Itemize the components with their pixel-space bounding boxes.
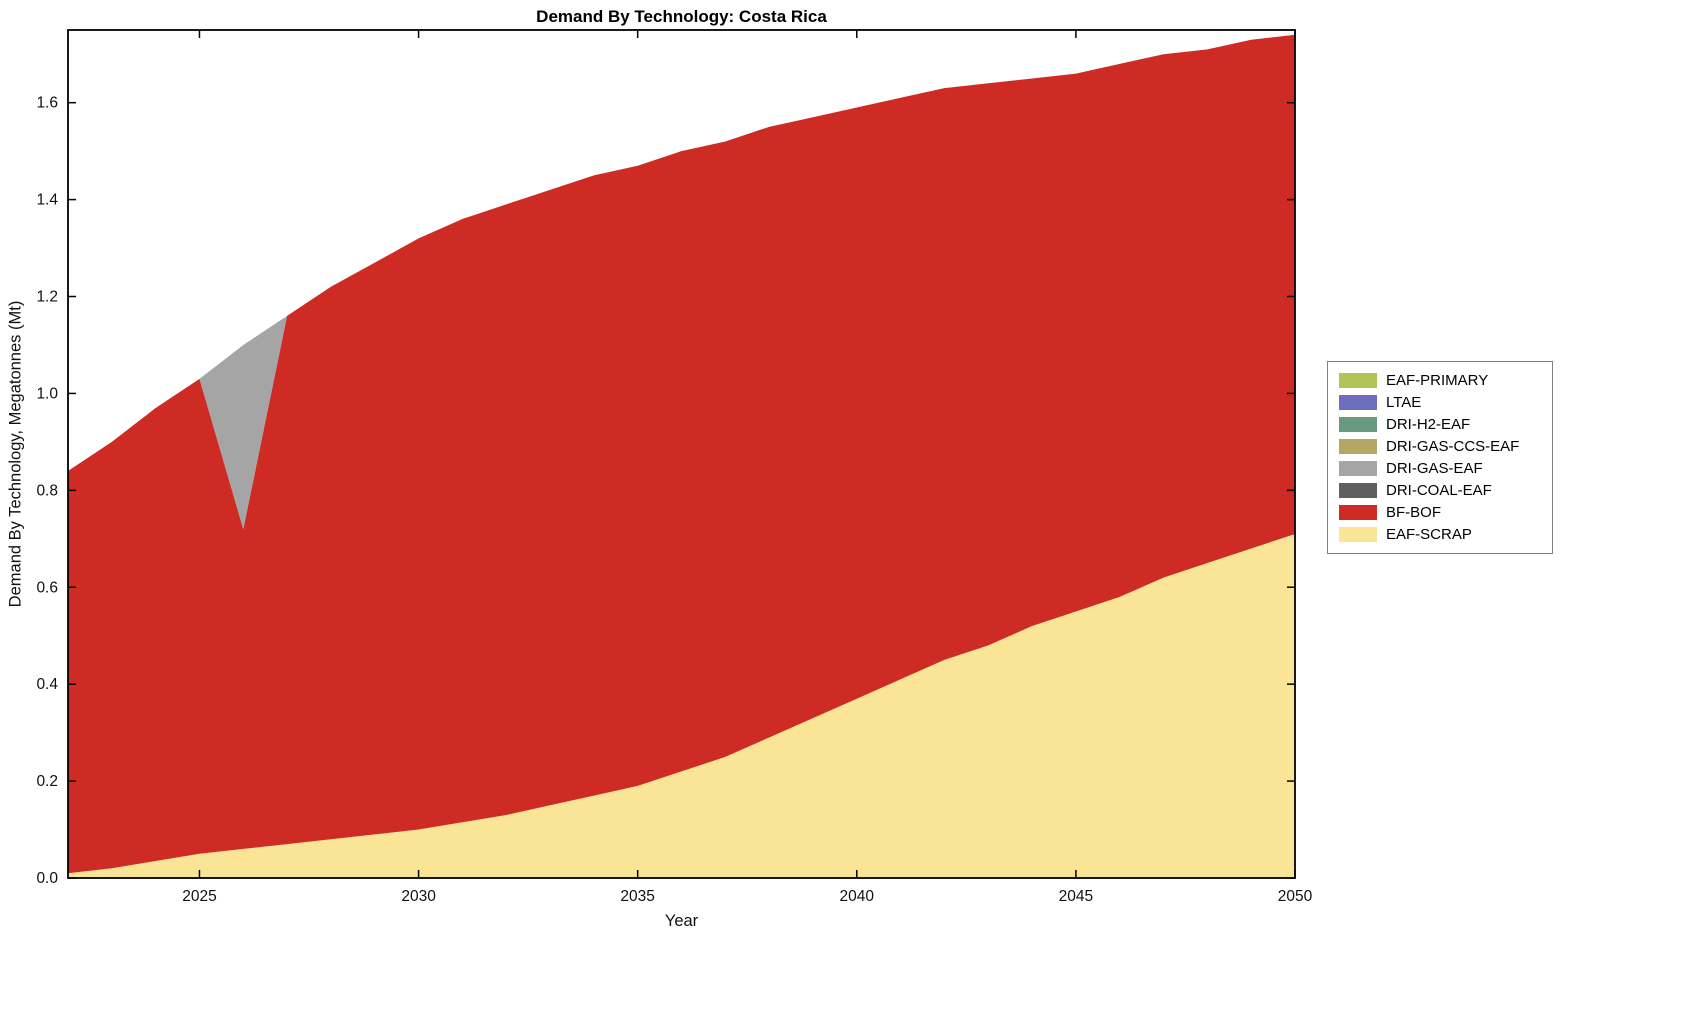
y-tick-label: 0.6 — [36, 579, 58, 596]
legend-swatch-LTAE — [1339, 395, 1377, 410]
legend-swatch-DRI-GAS-CCS-EAF — [1339, 439, 1377, 454]
legend-item-BF-BOF: BF-BOF — [1339, 504, 1541, 521]
legend-label: DRI-COAL-EAF — [1386, 482, 1492, 499]
legend-item-DRI-COAL-EAF: DRI-COAL-EAF — [1339, 482, 1541, 499]
x-tick-label: 2025 — [182, 888, 216, 905]
legend-item-EAF-SCRAP: EAF-SCRAP — [1339, 526, 1541, 543]
y-tick-label: 1.6 — [36, 95, 58, 112]
legend-item-EAF-PRIMARY: EAF-PRIMARY — [1339, 372, 1541, 389]
legend-label: DRI-H2-EAF — [1386, 416, 1471, 433]
y-tick-label: 0.2 — [36, 773, 58, 790]
legend-swatch-EAF-SCRAP — [1339, 527, 1377, 542]
legend: EAF-PRIMARY LTAE DRI-H2-EAF DRI-GAS-CCS-EAF… — [1327, 361, 1553, 554]
x-tick-label: 2045 — [1059, 888, 1093, 905]
y-tick-label: 0.4 — [36, 676, 58, 693]
area-series-EAF-SCRAP — [68, 534, 1295, 878]
legend-label: DRI-GAS-CCS-EAF — [1386, 438, 1520, 455]
legend-label: EAF-SCRAP — [1386, 526, 1472, 543]
legend-item-DRI-GAS-EAF: DRI-GAS-EAF — [1339, 460, 1541, 477]
chart-title: Demand By Technology: Costa Rica — [536, 7, 827, 26]
legend-swatch-BF-BOF — [1339, 505, 1377, 520]
y-tick-label: 0.8 — [36, 482, 58, 499]
legend-label: DRI-GAS-EAF — [1386, 460, 1483, 477]
legend-item-DRI-GAS-CCS-EAF: DRI-GAS-CCS-EAF — [1339, 438, 1541, 455]
legend-swatch-EAF-PRIMARY — [1339, 373, 1377, 388]
x-tick-label: 2030 — [401, 888, 436, 905]
x-tick-label: 2050 — [1278, 888, 1313, 905]
y-tick-label: 1.0 — [36, 385, 58, 402]
legend-item-LTAE: LTAE — [1339, 394, 1541, 411]
y-tick-label: 1.4 — [36, 192, 58, 209]
x-tick-label: 2035 — [620, 888, 654, 905]
y-tick-label: 0.0 — [36, 870, 58, 887]
legend-swatch-DRI-H2-EAF — [1339, 417, 1377, 432]
area-series-BF-BOF — [68, 34, 1295, 874]
axes-box — [67, 29, 1296, 879]
legend-item-DRI-H2-EAF: DRI-H2-EAF — [1339, 416, 1541, 433]
legend-swatch-DRI-GAS-EAF — [1339, 461, 1377, 476]
legend-swatch-DRI-COAL-EAF — [1339, 483, 1377, 498]
y-tick-label: 1.2 — [36, 289, 58, 306]
x-tick-label: 2040 — [840, 888, 875, 905]
x-axis-label: Year — [664, 912, 699, 930]
legend-label: LTAE — [1386, 394, 1422, 411]
legend-label: EAF-PRIMARY — [1386, 372, 1489, 389]
legend-label: BF-BOF — [1386, 504, 1441, 521]
